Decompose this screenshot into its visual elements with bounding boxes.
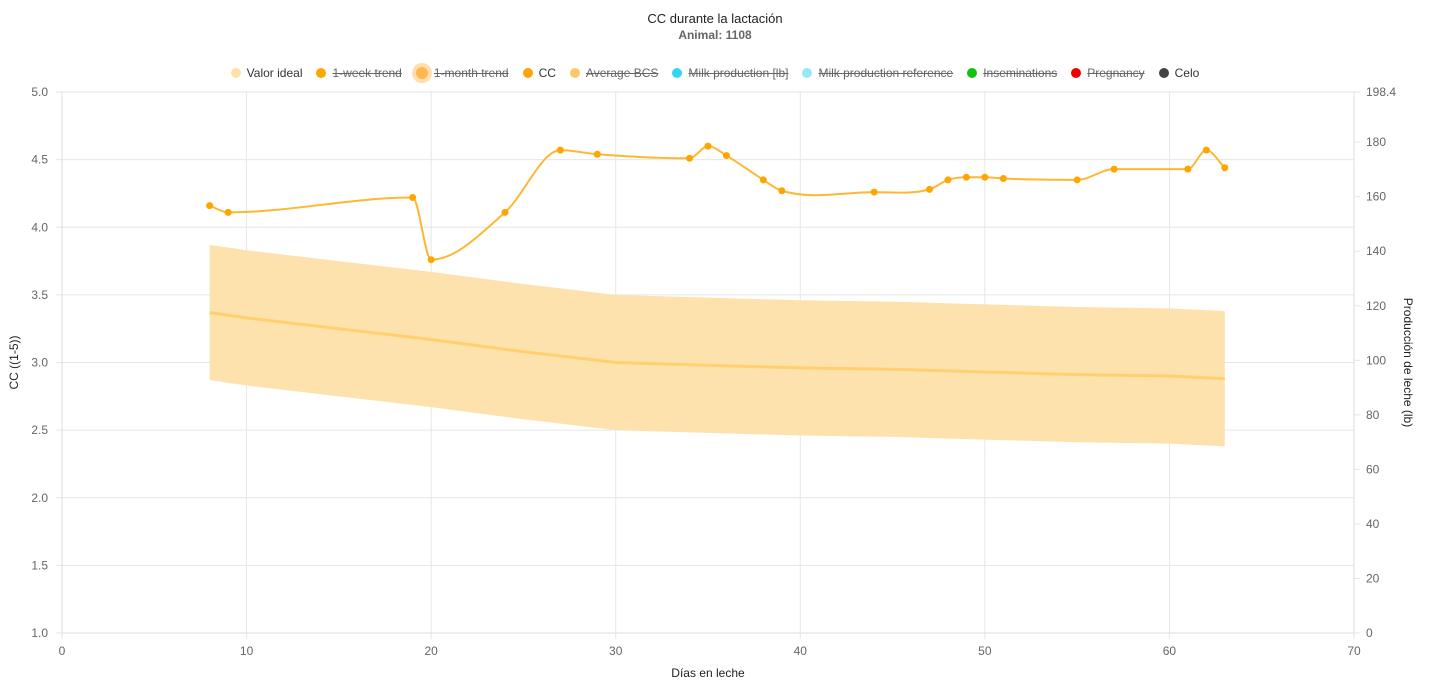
legend-label: Valor ideal (246, 66, 303, 80)
y-tick-label: 1.5 (31, 558, 48, 572)
legend-label: 1-month trend (433, 66, 509, 80)
y-axis-title: CC ((1-5)) (7, 336, 21, 390)
y2-tick-label: 0 (1366, 626, 1373, 640)
y2-tick-label: 140 (1366, 244, 1386, 258)
y2-tick-label: 60 (1366, 462, 1380, 476)
y2-tick-label: 80 (1366, 408, 1380, 422)
legend-swatch (569, 68, 580, 78)
y2-tick-label: 120 (1366, 299, 1386, 313)
y-tick-label: 1.0 (31, 626, 48, 640)
legend-item[interactable]: 1-week trend (316, 66, 402, 80)
y2-tick-label: 40 (1366, 517, 1380, 531)
y-tick-label: 4.0 (31, 220, 48, 234)
y-tick-label: 4.5 (31, 153, 48, 167)
legend-label: Milk production reference (818, 66, 954, 80)
legend-item[interactable]: Average BCS (569, 66, 659, 80)
legend-swatch (522, 68, 533, 78)
legend-swatch (672, 68, 683, 78)
x-tick-label: 0 (59, 644, 66, 658)
cc-point (1221, 164, 1229, 172)
cc-point (224, 208, 232, 216)
legend-item[interactable]: Valor ideal (230, 66, 303, 80)
y2-tick-label: 198.4 (1366, 85, 1396, 99)
cc-point (962, 173, 970, 181)
chart-title: CC durante la lactación (647, 11, 783, 26)
legend-label: Pregnancy (1087, 66, 1145, 80)
y2-tick-label: 20 (1366, 571, 1380, 585)
legend-item[interactable]: Milk production [lb] (672, 66, 788, 80)
cc-point (593, 150, 601, 158)
cc-point (686, 154, 694, 162)
legend-swatch (316, 68, 327, 78)
legend-swatch (967, 68, 978, 78)
y-tick-label: 2.5 (31, 423, 48, 437)
x-axis-title: Días en leche (671, 666, 745, 680)
cc-point (704, 142, 712, 150)
x-tick-label: 60 (1163, 644, 1177, 658)
cc-point (1073, 176, 1081, 184)
cc-point (925, 185, 933, 193)
legend-label: 1-week trend (332, 66, 402, 80)
legend-item[interactable]: Celo (1158, 66, 1200, 80)
y-tick-label: 3.5 (31, 288, 48, 302)
cc-point (870, 188, 878, 196)
y2-tick-label: 100 (1366, 353, 1386, 367)
cc-point (981, 173, 989, 181)
cc-point (556, 146, 564, 154)
legend-label: Inseminations (983, 66, 1058, 80)
x-tick-label: 10 (240, 644, 254, 658)
x-tick-label: 40 (794, 644, 808, 658)
legend-label: Average BCS (585, 66, 659, 80)
ideal-line (209, 310, 1225, 381)
cc-point (409, 193, 417, 201)
legend-item[interactable]: Milk production reference (802, 66, 953, 80)
ideal-band (209, 244, 1225, 447)
cc-point (778, 187, 786, 195)
x-tick-label: 70 (1347, 644, 1361, 658)
legend-swatch (802, 68, 813, 78)
legend: Valor ideal 1-week trend 1-month trend CC Av… (0, 66, 1430, 80)
y-tick-label: 2.0 (31, 491, 48, 505)
cc-point (1202, 146, 1210, 154)
legend-label: Celo (1174, 66, 1200, 80)
x-tick-label: 30 (609, 644, 623, 658)
legend-swatch (1071, 68, 1082, 78)
cc-point (944, 176, 952, 184)
x-tick-label: 50 (978, 644, 992, 658)
y2-tick-label: 180 (1366, 135, 1386, 149)
cc-point (501, 208, 509, 216)
legend-item[interactable]: 1-month trend (415, 66, 509, 80)
legend-item[interactable]: Pregnancy (1071, 66, 1145, 80)
legend-item[interactable]: Inseminations (967, 66, 1057, 80)
cc-point (1184, 165, 1192, 173)
legend-swatch (1158, 68, 1169, 78)
cc-point (722, 152, 730, 160)
chart-subtitle: Animal: 1108 (678, 28, 752, 42)
legend-label: Milk production [lb] (688, 66, 789, 80)
cc-point (206, 202, 214, 210)
cc-point (999, 175, 1007, 183)
y2-tick-label: 160 (1366, 190, 1386, 204)
y2-axis-title: Producción de leche (lb) (1401, 298, 1415, 427)
cc-point (427, 256, 435, 264)
x-tick-label: 20 (424, 644, 438, 658)
legend-label: CC (538, 66, 556, 80)
legend-item[interactable]: CC (522, 66, 556, 80)
cc-point (1110, 165, 1118, 173)
legend-swatch (230, 68, 241, 78)
cc-point (759, 176, 767, 184)
y-tick-label: 5.0 (31, 85, 48, 99)
y-tick-label: 3.0 (31, 356, 48, 370)
legend-swatch (415, 67, 428, 79)
cc-line (209, 145, 1226, 261)
